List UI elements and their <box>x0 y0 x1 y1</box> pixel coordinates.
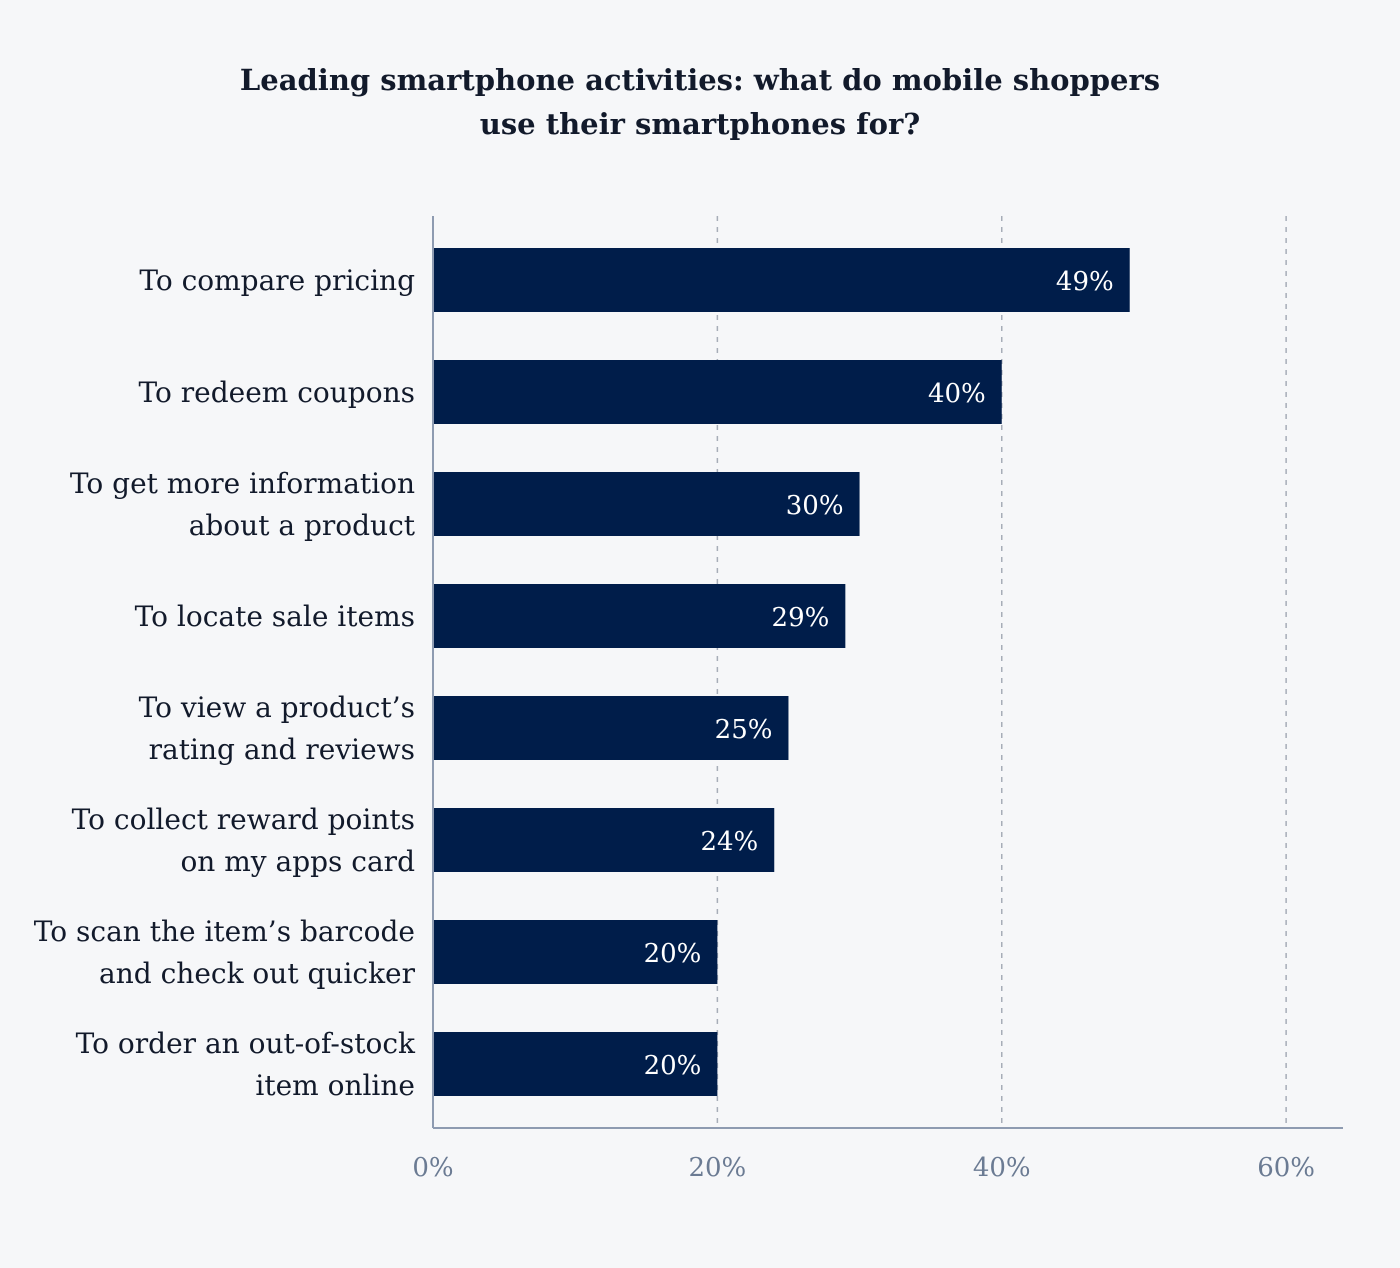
x-tick-label-0: 0% <box>412 1153 453 1183</box>
bar-value-label-6: 20% <box>644 939 702 969</box>
x-tick-label-40: 40% <box>973 1153 1031 1183</box>
x-tick-label-60: 60% <box>1257 1153 1315 1183</box>
category-label-6-line-1: To scan the item’s barcode <box>34 915 415 948</box>
category-label-7-line-1: To order an out-of-stock <box>76 1027 416 1060</box>
category-label-4-line-2: rating and reviews <box>149 733 415 766</box>
bar-0 <box>433 248 1130 312</box>
category-label-2-line-2: about a product <box>189 509 416 542</box>
bar-4 <box>433 696 789 760</box>
bar-value-label-2: 30% <box>786 491 844 521</box>
category-label-6-line-2: and check out quicker <box>99 957 416 990</box>
x-tick-label-20: 20% <box>688 1153 746 1183</box>
bar-value-label-1: 40% <box>928 379 986 409</box>
bar-value-label-7: 20% <box>644 1051 702 1081</box>
chart-title-line-2: use their smartphones for? <box>479 107 921 141</box>
category-labels: To compare pricing To redeem coupons To ge… <box>34 264 416 1102</box>
chart-title: Leading smartphone activities: what do m… <box>0 58 1400 146</box>
category-label-1-line-1: To redeem coupons <box>139 376 416 409</box>
category-label-3-line-1: To locate sale items <box>135 600 415 633</box>
bar-value-label-3: 29% <box>772 603 830 633</box>
category-label-5-line-1: To collect reward points <box>72 803 415 836</box>
category-label-2-line-1: To get more information <box>70 467 415 500</box>
bar-1 <box>433 360 1002 424</box>
bar-value-label-0: 49% <box>1056 267 1114 297</box>
tick-labels: 0% 20% 40% 60% <box>412 1153 1315 1183</box>
bars: 49% 40% 30% 29% 25% 24% 20% 20% <box>433 248 1130 1096</box>
bar-3 <box>433 584 846 648</box>
bar-7 <box>433 1032 718 1096</box>
axes <box>432 216 1343 1129</box>
chart-title-line-1: Leading smartphone activities: what do m… <box>239 63 1161 97</box>
category-label-5-line-2: on my apps card <box>180 845 415 878</box>
grid-lines <box>716 216 1287 1128</box>
bar-5 <box>433 808 775 872</box>
category-label-7-line-2: item online <box>255 1069 415 1102</box>
bar-6 <box>433 920 718 984</box>
bar-value-label-4: 25% <box>715 715 773 745</box>
bar-value-label-5: 24% <box>700 827 758 857</box>
category-label-0-line-1: To compare pricing <box>139 264 415 297</box>
bar-2 <box>433 472 860 536</box>
category-label-4-line-1: To view a product’s <box>139 691 415 724</box>
